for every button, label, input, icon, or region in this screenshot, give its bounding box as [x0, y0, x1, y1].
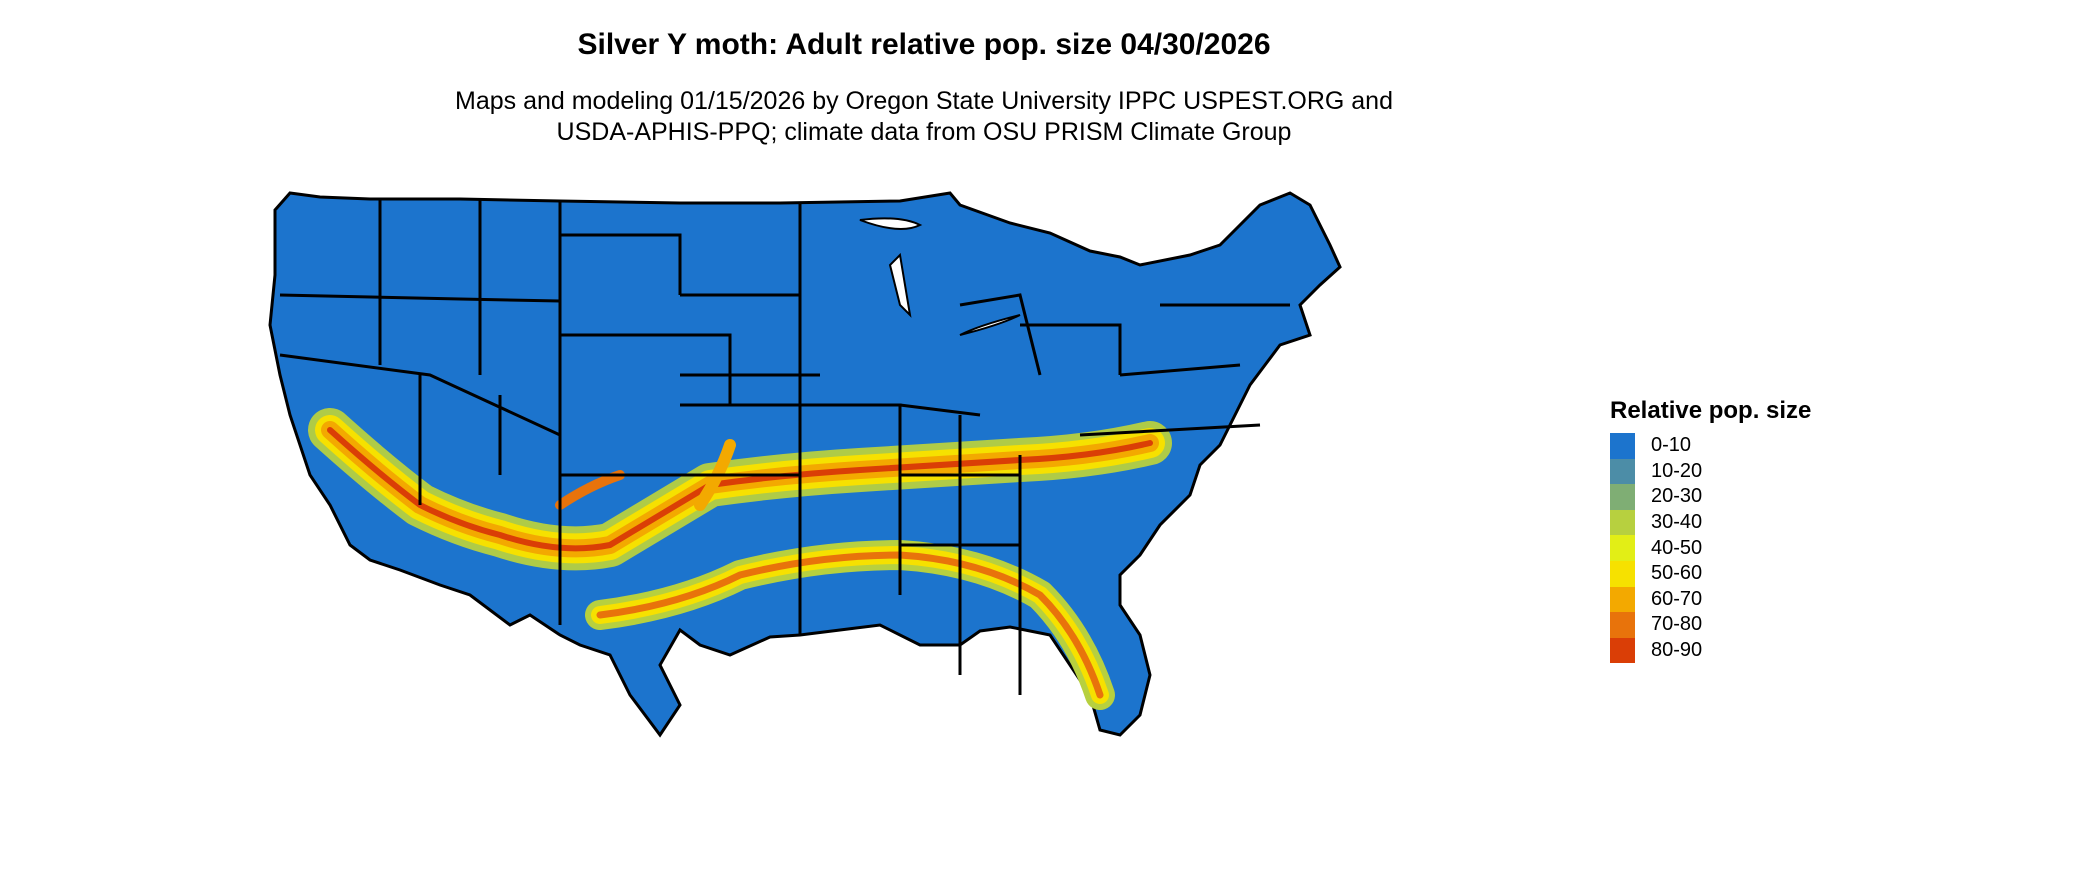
population-bands	[308, 408, 1172, 710]
legend-label: 70-80	[1651, 613, 1703, 636]
legend-swatch	[1610, 484, 1635, 510]
legend-item: 30-40	[1610, 509, 1811, 536]
legend-item: 60-70	[1610, 586, 1811, 613]
subtitle-line-2: USDA-APHIS-PPQ; climate data from OSU PR…	[556, 118, 1292, 146]
legend-label: 50-60	[1651, 562, 1703, 585]
legend-swatch	[1610, 586, 1635, 613]
legend-label: 30-40	[1651, 511, 1703, 534]
legend-items: 0-10 10-20 20-30 30-40 40-50 50-60 60-70…	[1610, 433, 1811, 664]
legend-item: 20-30	[1610, 484, 1811, 510]
legend-item: 50-60	[1610, 560, 1811, 587]
map-legend: Relative pop. size 0-10 10-20 20-30 30-4…	[1610, 397, 1812, 664]
legend-item: 80-90	[1610, 637, 1811, 664]
map-subtitle: Maps and modeling 01/15/2026 by Oregon S…	[0, 86, 1848, 148]
legend-label: 0-10	[1651, 434, 1692, 457]
us-map	[268, 191, 1342, 738]
legend-item: 0-10	[1610, 433, 1811, 459]
subtitle-line-1: Maps and modeling 01/15/2026 by Oregon S…	[455, 87, 1393, 115]
legend-swatch	[1610, 433, 1635, 459]
legend-label: 20-30	[1651, 485, 1703, 508]
legend-swatch	[1610, 560, 1635, 587]
legend-swatch	[1610, 509, 1635, 536]
legend-label: 80-90	[1651, 639, 1703, 662]
legend-swatch	[1610, 458, 1635, 485]
legend-item: 70-80	[1610, 612, 1811, 638]
great-lakes	[859, 217, 1021, 336]
legend-swatch	[1610, 612, 1635, 638]
legend-swatch	[1610, 637, 1635, 664]
legend-label: 10-20	[1651, 459, 1703, 482]
legend-swatch	[1610, 535, 1635, 561]
legend-item: 40-50	[1610, 535, 1811, 561]
legend-label: 40-50	[1651, 536, 1703, 559]
legend-title: Relative pop. size	[1610, 397, 1812, 424]
legend-label: 60-70	[1651, 587, 1703, 610]
map-title: Silver Y moth: Adult relative pop. size …	[577, 28, 1271, 61]
state-boundaries	[279, 199, 1290, 695]
legend-item: 10-20	[1610, 458, 1811, 485]
